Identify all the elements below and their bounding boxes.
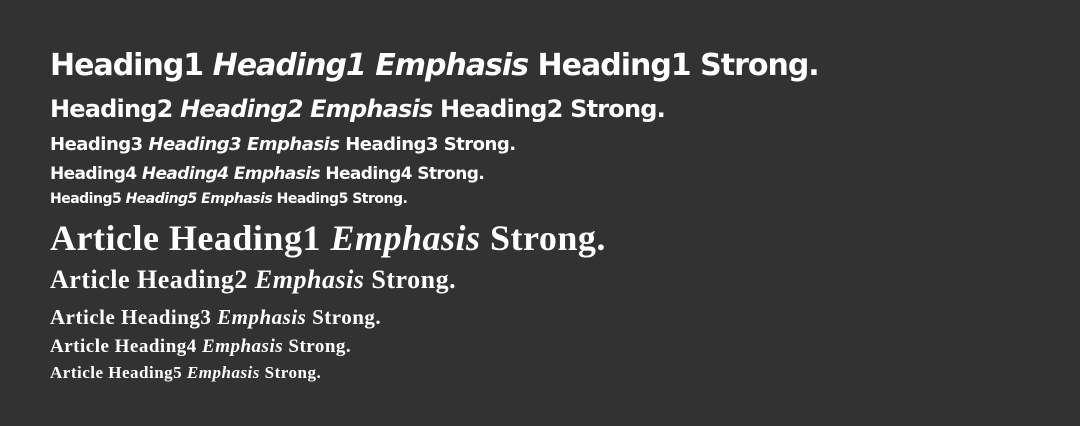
- article-heading5-base-text: Article Heading5: [50, 363, 183, 382]
- heading5-emphasis-text: Heading5 Emphasis: [125, 191, 273, 207]
- article-heading5-emphasis-text: Emphasis: [186, 363, 260, 382]
- article-heading1-sample: Article Heading1 Emphasis Strong.: [50, 217, 606, 259]
- article-heading1-base-text: Article Heading1: [50, 218, 321, 258]
- heading4-strong-text: Heading4 Strong.: [325, 164, 485, 184]
- article-heading2-emphasis-text: Emphasis: [254, 265, 365, 294]
- heading4-sample: Heading4 Heading4 Emphasis Heading4 Stro…: [50, 164, 485, 184]
- article-heading2-sample: Article Heading2 Emphasis Strong.: [50, 265, 456, 295]
- heading1-base-text: Heading1: [50, 48, 204, 83]
- heading2-emphasis-text: Heading2 Emphasis: [180, 95, 433, 123]
- article-heading4-base-text: Article Heading4: [50, 336, 197, 357]
- article-heading5-strong-text: Strong.: [264, 363, 322, 382]
- heading4-base-text: Heading4: [50, 164, 137, 184]
- heading2-base-text: Heading2: [50, 95, 173, 123]
- article-heading3-sample: Article Heading3 Emphasis Strong.: [50, 305, 381, 330]
- heading1-sample: Heading1 Heading1 Emphasis Heading1 Stro…: [50, 48, 820, 83]
- heading5-sample: Heading5 Heading5 Emphasis Heading5 Stro…: [50, 191, 408, 207]
- article-heading3-strong-text: Strong.: [312, 305, 382, 329]
- article-heading5-sample: Article Heading5 Emphasis Strong.: [50, 363, 321, 383]
- heading4-emphasis-text: Heading4 Emphasis: [141, 164, 321, 184]
- heading3-emphasis-text: Heading3 Emphasis: [148, 134, 340, 155]
- heading5-base-text: Heading5: [50, 191, 122, 207]
- heading1-strong-text: Heading1 Strong.: [537, 48, 820, 83]
- heading2-sample: Heading2 Heading2 Emphasis Heading2 Stro…: [50, 95, 666, 123]
- heading3-sample: Heading3 Heading3 Emphasis Heading3 Stro…: [50, 134, 516, 155]
- heading3-base-text: Heading3: [50, 134, 143, 155]
- article-heading3-emphasis-text: Emphasis: [217, 305, 307, 329]
- heading1-emphasis-text: Heading1 Emphasis: [212, 48, 529, 83]
- article-heading3-base-text: Article Heading3: [50, 305, 212, 329]
- article-heading4-emphasis-text: Emphasis: [202, 336, 284, 357]
- article-heading1-emphasis-text: Emphasis: [330, 218, 481, 258]
- heading3-strong-text: Heading3 Strong.: [345, 134, 516, 155]
- article-heading2-strong-text: Strong.: [371, 265, 457, 294]
- heading2-strong-text: Heading2 Strong.: [440, 95, 666, 123]
- article-heading4-sample: Article Heading4 Emphasis Strong.: [50, 336, 351, 358]
- article-heading4-strong-text: Strong.: [288, 336, 352, 357]
- article-heading1-strong-text: Strong.: [490, 218, 606, 258]
- heading5-strong-text: Heading5 Strong.: [276, 191, 408, 207]
- article-heading2-base-text: Article Heading2: [50, 265, 248, 294]
